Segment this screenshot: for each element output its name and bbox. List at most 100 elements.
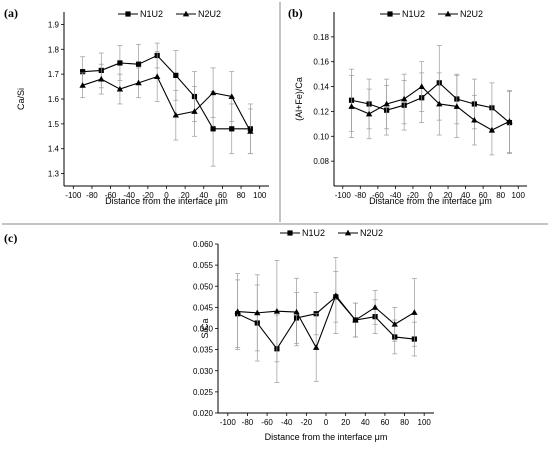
x-tick-label: 0 <box>324 418 329 427</box>
y-tick-label: 0.14 <box>313 83 329 92</box>
y-tick-label: 0.025 <box>193 388 214 397</box>
data-point <box>153 73 161 80</box>
x-tick-label: 20 <box>181 191 190 200</box>
panel-label-c: (c) <box>4 231 17 245</box>
y-tick-label: 1.3 <box>48 170 60 179</box>
data-point <box>348 103 355 109</box>
y-axis-label: (Al+Fe)/Ca <box>294 77 304 121</box>
data-point <box>488 126 496 133</box>
data-point <box>80 69 86 75</box>
x-tick-label: -100 <box>220 418 237 427</box>
y-tick-label: 1.8 <box>48 45 60 54</box>
series-N1U2 <box>235 271 417 383</box>
data-point <box>173 72 179 78</box>
x-tick-label: 0 <box>164 191 169 200</box>
data-point <box>293 308 300 315</box>
x-tick-label: -80 <box>242 418 254 427</box>
data-point <box>234 308 241 314</box>
data-point <box>98 75 105 82</box>
x-tick-label: 0 <box>428 191 433 200</box>
legend-label: N1U2 <box>402 9 425 19</box>
x-tick-label: -20 <box>301 418 313 427</box>
data-point <box>352 316 359 323</box>
x-tick-label: -60 <box>261 418 273 427</box>
y-tick-label: 1.6 <box>48 95 60 104</box>
y-tick-label: 1.4 <box>48 145 60 154</box>
data-point <box>210 126 216 132</box>
y-tick-label: 0.055 <box>193 261 214 270</box>
data-point <box>453 103 461 109</box>
legend: N1U2 N2U2 <box>380 9 483 19</box>
legend-label: N2U2 <box>460 9 483 19</box>
x-tick-label: -80 <box>86 191 98 200</box>
x-tick-label: -80 <box>355 191 367 200</box>
x-tick-label: -40 <box>123 191 135 200</box>
legend: N1U2 N2U2 <box>280 228 383 238</box>
x-tick-label: 40 <box>361 418 370 427</box>
data-point <box>471 116 478 123</box>
y-tick-label: 0.16 <box>313 58 329 67</box>
legend-marker <box>344 229 352 236</box>
series-N2U2 <box>79 51 254 155</box>
series-N2U2 <box>234 257 418 382</box>
x-tick-label: -100 <box>65 191 82 200</box>
x-tick-label: 100 <box>418 418 432 427</box>
chart-b: -100 -80 -60 -40 -20 0 20 40 60 80 100 0.08 0.10 0.12… <box>294 9 527 206</box>
x-tick-label: 40 <box>461 191 470 200</box>
legend-marker <box>125 11 131 17</box>
series-line <box>351 82 510 124</box>
data-point <box>411 309 418 315</box>
y-tick-label: 0.030 <box>193 367 214 376</box>
y-tick-label: 0.060 <box>193 240 214 249</box>
data-point <box>135 79 142 86</box>
y-axis-label: Ca/Si <box>16 88 26 110</box>
series-line <box>237 294 415 349</box>
x-tick-label: 80 <box>400 418 409 427</box>
data-point <box>418 83 425 89</box>
y-tick-label: 0.050 <box>193 282 214 291</box>
y-tick-label: 0.045 <box>193 303 214 312</box>
series-line <box>237 296 415 350</box>
x-tick-label: 80 <box>237 191 246 200</box>
x-tick-label: -40 <box>390 191 402 200</box>
x-tick-label: 40 <box>199 191 208 200</box>
x-tick-label: 80 <box>496 191 505 200</box>
y-axis-label: S/Ca <box>200 318 210 338</box>
data-point <box>209 89 217 96</box>
series-N1U2 <box>348 45 513 155</box>
x-tick-label: -60 <box>372 191 384 200</box>
x-tick-label: 100 <box>253 191 267 200</box>
x-tick-label: 100 <box>512 191 526 200</box>
data-point <box>365 110 373 117</box>
data-point <box>228 93 235 99</box>
y-tick-label: 0.12 <box>313 107 329 116</box>
chart-c: -100 -80 -60 -40 -20 0 20 40 60 80 100 0.020 0.025 0.… <box>193 228 434 442</box>
x-tick-label: -20 <box>407 191 419 200</box>
y-tick-label: 1.9 <box>48 20 60 29</box>
legend-label: N1U2 <box>302 228 325 238</box>
data-point <box>391 321 398 327</box>
x-axis-label: Distance from the interface μm <box>105 196 228 206</box>
legend-label: N2U2 <box>198 9 221 19</box>
x-tick-label: -100 <box>335 191 352 200</box>
x-tick-label: 60 <box>380 418 389 427</box>
data-point <box>247 128 254 134</box>
panel-label-a: (a) <box>4 6 18 20</box>
panel-label-b: (b) <box>288 6 303 20</box>
y-tick-label: 0.18 <box>313 33 329 42</box>
data-point <box>273 307 281 314</box>
data-point <box>79 82 86 88</box>
y-tick-label: 0.035 <box>193 346 214 355</box>
x-tick-label: 60 <box>479 191 488 200</box>
data-point <box>117 60 123 66</box>
data-point <box>371 304 379 310</box>
y-tick-label: 0.020 <box>193 409 214 418</box>
y-tick-label: 1.5 <box>48 120 60 129</box>
series-line <box>351 85 510 131</box>
x-tick-label: 20 <box>444 191 453 200</box>
x-tick-label: -20 <box>142 191 154 200</box>
legend-marker <box>287 230 293 236</box>
y-tick-label: 0.10 <box>313 132 329 141</box>
legend-marker <box>387 11 393 17</box>
